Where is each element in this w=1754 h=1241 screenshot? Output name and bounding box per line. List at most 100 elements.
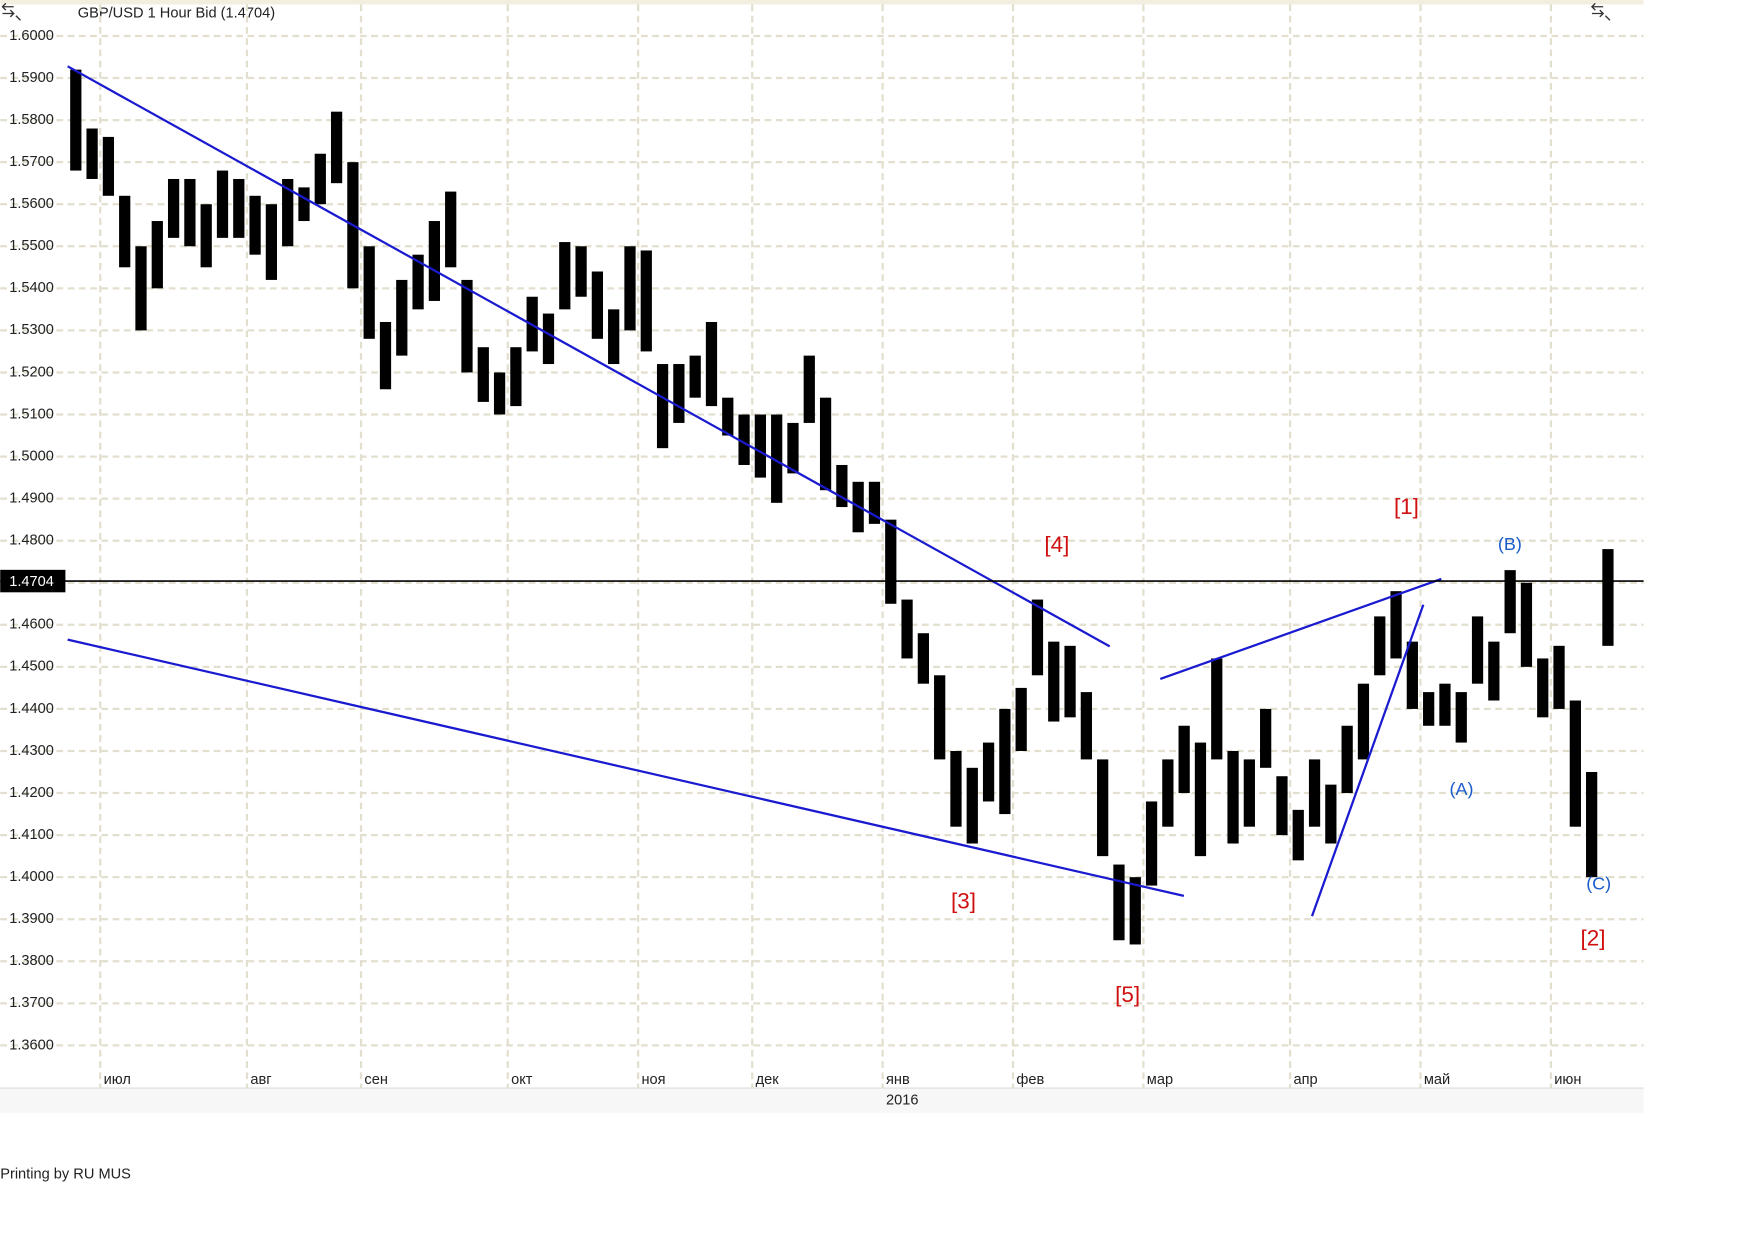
price-bar	[836, 464, 848, 508]
price-bar	[885, 519, 897, 604]
price-bar	[1602, 549, 1614, 646]
price-bar	[184, 178, 196, 247]
price-bar	[542, 313, 555, 365]
price-bar	[1586, 772, 1598, 878]
price-bar	[575, 246, 587, 297]
wave-label: (B)	[1498, 534, 1522, 554]
chart-title: GBP/USD 1 Hour Bid (1.4704)	[78, 5, 275, 21]
y-tick-label: 1.4800	[9, 533, 54, 549]
price-bar	[119, 195, 131, 268]
price-bar	[379, 321, 392, 390]
year-label: 2016	[886, 1092, 919, 1108]
price-bar	[1569, 700, 1581, 827]
price-bar	[640, 250, 652, 352]
price-bar	[445, 191, 457, 268]
price-bar	[868, 481, 881, 524]
y-tick-label: 1.5100	[9, 406, 54, 422]
price-bar	[1341, 725, 1353, 794]
price-bar	[1162, 759, 1174, 827]
y-tick-label: 1.4200	[9, 785, 54, 801]
price-bars	[70, 69, 1614, 945]
price-bar	[1390, 591, 1402, 659]
price-bar	[559, 242, 571, 310]
price-bar	[591, 271, 604, 339]
price-bar	[1423, 692, 1435, 726]
grid	[0, 4, 1644, 1089]
wave-label: [3]	[951, 889, 976, 914]
price-bar	[1048, 641, 1060, 722]
price-bar	[1227, 750, 1239, 844]
price-bar	[1553, 645, 1565, 709]
corner-icon	[1, 2, 21, 21]
price-bar	[1455, 692, 1467, 743]
y-tick-label: 1.3900	[9, 911, 54, 927]
trend-line	[67, 65, 1111, 648]
y-tick-label: 1.3800	[9, 953, 54, 969]
price-bar	[314, 153, 326, 205]
price-bar	[330, 111, 343, 184]
price-bar	[1439, 683, 1451, 726]
price-bar	[1504, 570, 1516, 634]
last-price-box	[0, 569, 66, 593]
y-tick-label: 1.5700	[9, 154, 54, 170]
price-bar	[738, 414, 750, 465]
price-bar	[705, 321, 718, 407]
price-bar	[966, 767, 978, 844]
price-bar	[167, 178, 180, 238]
price-bar	[1129, 877, 1141, 945]
price-bar	[624, 246, 636, 331]
price-bar	[1406, 641, 1418, 709]
y-tick-label: 1.4300	[9, 743, 54, 759]
x-tick-label: ноя	[642, 1072, 666, 1088]
price-bar	[1260, 708, 1272, 768]
price-bar	[901, 599, 913, 659]
price-bar	[1031, 599, 1044, 676]
price-bar	[102, 136, 115, 196]
price-bar	[1015, 687, 1027, 751]
y-tick-label: 1.5200	[9, 364, 54, 380]
y-tick-label: 1.4600	[9, 617, 54, 633]
x-tick-label: июн	[1554, 1072, 1581, 1088]
wave-label: [2]	[1581, 926, 1606, 951]
y-tick-label: 1.5000	[9, 448, 54, 464]
x-tick-label: июл	[104, 1072, 131, 1088]
price-bar	[249, 195, 261, 255]
price-bar	[950, 750, 962, 827]
y-tick-label: 1.6000	[9, 28, 54, 44]
price-bar	[689, 355, 701, 398]
price-bar	[298, 187, 310, 222]
price-bar	[1064, 645, 1076, 718]
price-bar	[1292, 809, 1304, 861]
price-bar	[656, 364, 669, 449]
wave-label: [1]	[1394, 494, 1419, 519]
price-bar	[608, 309, 620, 365]
price-bar	[151, 221, 163, 289]
price-bar	[1178, 725, 1190, 794]
price-bar	[1211, 658, 1223, 760]
price-bar	[771, 414, 783, 503]
price-bar	[787, 422, 799, 474]
price-bar	[282, 178, 294, 247]
price-bar	[70, 69, 82, 171]
trend-line	[1310, 604, 1425, 917]
price-bar	[493, 372, 506, 415]
wave-label: (A)	[1450, 779, 1474, 799]
y-tick-label: 1.4900	[9, 490, 54, 506]
price-bar	[1374, 616, 1386, 676]
y-tick-label: 1.3700	[9, 995, 54, 1011]
price-bar	[1243, 759, 1255, 827]
price-bar	[1357, 683, 1370, 760]
price-bar	[1080, 692, 1092, 760]
price-bar	[1194, 742, 1207, 857]
price-bar	[754, 414, 766, 478]
trend-line	[1159, 577, 1442, 681]
price-bar	[396, 279, 408, 356]
y-tick-label: 1.5600	[9, 196, 54, 212]
last-price-label: 1.4704	[9, 574, 54, 590]
price-bar	[819, 397, 832, 491]
price-bar	[510, 347, 522, 407]
price-bar	[803, 355, 815, 423]
price-bar	[412, 254, 424, 310]
x-tick-label: авг	[250, 1072, 271, 1088]
